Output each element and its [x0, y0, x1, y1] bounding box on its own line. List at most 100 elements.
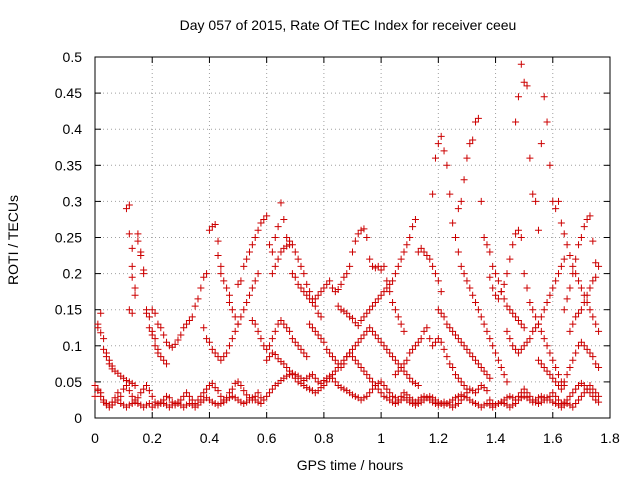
data-point	[366, 374, 374, 382]
data-point	[514, 93, 522, 101]
data-point	[452, 234, 459, 241]
data-point	[517, 60, 525, 68]
data-point	[223, 284, 231, 292]
data-point	[288, 335, 296, 343]
data-point	[291, 374, 299, 382]
data-point	[440, 313, 448, 321]
data-point	[454, 400, 462, 408]
data-point	[577, 338, 585, 346]
data-point	[303, 291, 311, 299]
x-tick-label: 1.8	[600, 430, 620, 446]
data-point	[143, 309, 150, 317]
data-point	[494, 356, 502, 364]
x-tick-label: 1.4	[486, 430, 506, 446]
data-point	[560, 230, 568, 238]
data-point	[552, 205, 560, 213]
data-point	[311, 302, 319, 310]
data-point	[520, 78, 528, 86]
data-point	[500, 280, 508, 288]
data-point	[331, 356, 339, 364]
data-point	[443, 353, 451, 361]
data-point	[223, 349, 231, 357]
data-point	[552, 392, 560, 400]
data-point	[503, 302, 511, 310]
data-point	[311, 295, 319, 303]
data-point	[457, 197, 465, 205]
data-point	[546, 349, 554, 357]
data-point	[520, 270, 528, 278]
grid-lines	[95, 57, 610, 418]
data-point	[469, 136, 477, 144]
data-point	[512, 396, 520, 404]
data-point	[377, 378, 385, 386]
data-point	[148, 392, 156, 400]
x-tick-label: 1.6	[543, 430, 563, 446]
data-point	[414, 382, 422, 390]
data-point	[494, 277, 502, 285]
data-point	[171, 340, 179, 348]
data-point	[188, 313, 196, 321]
data-point	[271, 234, 279, 241]
data-point	[228, 385, 236, 393]
data-point	[583, 345, 591, 353]
data-point	[208, 345, 216, 353]
data-point	[291, 273, 299, 281]
data-point	[560, 378, 568, 386]
data-point	[294, 378, 302, 386]
data-point	[460, 270, 468, 278]
data-point	[125, 378, 133, 386]
data-point	[94, 387, 102, 395]
data-point	[357, 226, 365, 234]
data-point	[306, 320, 314, 328]
data-point	[351, 342, 359, 350]
data-point	[371, 264, 379, 272]
data-point	[552, 400, 560, 408]
data-point	[340, 360, 348, 368]
data-point	[145, 400, 153, 408]
data-point	[214, 237, 222, 245]
data-point	[503, 378, 511, 386]
data-point	[297, 284, 305, 292]
data-point	[248, 284, 256, 292]
data-point	[263, 345, 271, 353]
data-point	[523, 338, 531, 346]
data-point	[246, 248, 253, 256]
data-point	[492, 270, 500, 278]
data-point	[120, 385, 128, 393]
data-point	[234, 280, 242, 288]
data-point	[151, 309, 159, 317]
data-point	[454, 248, 462, 256]
data-point	[586, 212, 594, 220]
data-point	[534, 400, 542, 408]
data-point	[417, 244, 425, 252]
data-point	[575, 241, 583, 249]
data-point	[263, 212, 271, 220]
data-point	[151, 401, 159, 409]
data-point	[185, 392, 193, 400]
data-point	[483, 327, 491, 335]
data-point	[397, 320, 405, 328]
data-point	[411, 215, 419, 223]
data-point	[555, 270, 562, 278]
data-point	[266, 389, 274, 397]
data-point	[203, 335, 211, 343]
y-axis-label: ROTI / TECUs	[5, 195, 21, 285]
data-point	[434, 277, 442, 285]
data-point	[560, 255, 568, 263]
data-point	[217, 400, 225, 408]
data-point	[323, 345, 331, 353]
data-point	[552, 378, 560, 386]
data-point	[217, 356, 225, 364]
data-point	[572, 313, 580, 321]
data-point	[266, 342, 274, 350]
data-point	[283, 363, 291, 371]
data-point	[517, 234, 525, 241]
data-point	[243, 298, 251, 306]
data-point	[586, 306, 594, 314]
data-point	[563, 241, 571, 249]
data-point	[569, 270, 577, 278]
data-point	[377, 338, 385, 346]
data-point	[380, 392, 388, 400]
y-tick-label: 0.1	[63, 338, 83, 354]
data-point	[320, 338, 328, 346]
